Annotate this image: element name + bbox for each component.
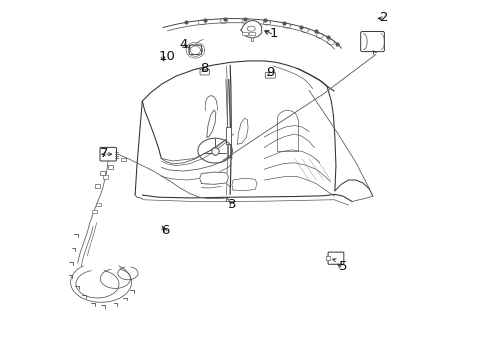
Bar xyxy=(249,32,254,35)
Text: 7: 7 xyxy=(100,147,108,159)
Bar xyxy=(102,175,108,179)
Text: 2: 2 xyxy=(379,11,387,24)
FancyBboxPatch shape xyxy=(100,147,116,161)
Polygon shape xyxy=(206,110,215,137)
Text: 5: 5 xyxy=(338,260,346,273)
Bar xyxy=(95,184,100,188)
Bar xyxy=(121,158,125,161)
FancyBboxPatch shape xyxy=(265,72,275,78)
FancyBboxPatch shape xyxy=(327,252,343,264)
Bar xyxy=(100,171,105,175)
Bar xyxy=(242,32,247,35)
Text: 6: 6 xyxy=(161,224,169,238)
Text: 3: 3 xyxy=(228,198,236,211)
Ellipse shape xyxy=(247,26,255,31)
Text: 8: 8 xyxy=(200,62,208,75)
Bar xyxy=(325,256,329,260)
Polygon shape xyxy=(199,172,228,184)
FancyBboxPatch shape xyxy=(360,32,384,51)
Text: 1: 1 xyxy=(269,27,278,40)
Text: 9: 9 xyxy=(265,66,274,79)
Text: 4: 4 xyxy=(179,38,187,51)
Text: 10: 10 xyxy=(158,50,175,63)
Bar xyxy=(96,203,101,206)
Bar xyxy=(107,165,112,168)
Polygon shape xyxy=(237,118,247,144)
Bar xyxy=(225,127,230,144)
Polygon shape xyxy=(241,21,261,38)
FancyBboxPatch shape xyxy=(200,69,209,75)
Polygon shape xyxy=(231,178,257,191)
Bar xyxy=(92,210,97,213)
